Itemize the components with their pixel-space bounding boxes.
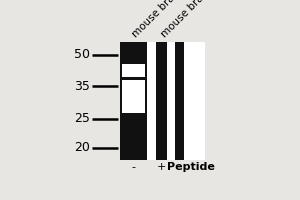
Text: mouse brain: mouse brain [160, 0, 213, 39]
Bar [122, 77, 145, 80]
Text: -: - [131, 162, 136, 172]
Text: 20: 20 [74, 141, 90, 154]
Bar [122, 64, 145, 113]
Text: +: + [157, 162, 166, 172]
Text: 50: 50 [74, 48, 90, 61]
Text: 35: 35 [74, 80, 90, 93]
Text: Peptide: Peptide [167, 162, 215, 172]
Bar [120, 42, 205, 160]
Bar [156, 42, 167, 160]
Text: mouse brain: mouse brain [130, 0, 184, 39]
Bar [175, 42, 184, 160]
Bar [120, 42, 147, 160]
Text: 25: 25 [74, 112, 90, 125]
